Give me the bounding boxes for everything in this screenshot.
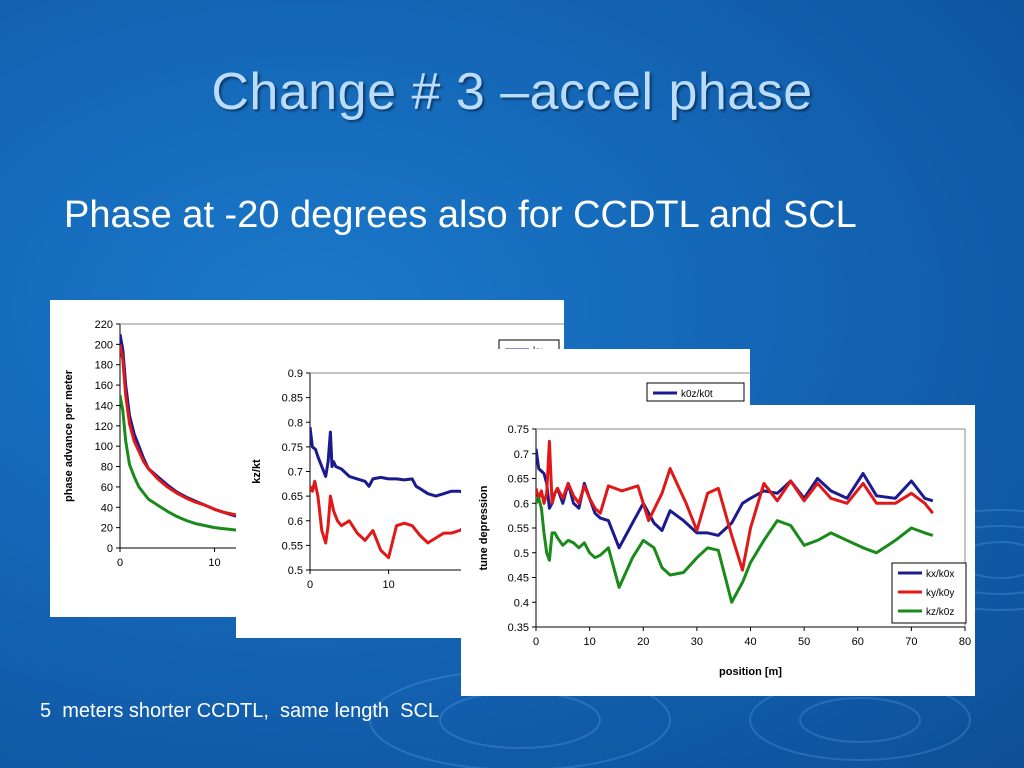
y-tick-label: 0 <box>107 543 113 555</box>
bullet-text: Phase at -20 degrees also for CCDTL and … <box>64 194 857 236</box>
y-axis-label: phase advance per meter <box>63 369 75 502</box>
legend-label: ky/k0y <box>926 588 954 599</box>
y-tick-label: 100 <box>95 441 113 453</box>
x-tick-label: 10 <box>208 557 220 569</box>
x-tick-label: 40 <box>744 636 756 648</box>
y-tick-label: 0.75 <box>282 442 303 454</box>
chart-panel-tune-depression: 0.35 0.4 0.45 0.5 0.55 0.6 0.65 0.7 0.75 0 10 20 30 4… <box>461 405 975 696</box>
y-tick-label: 0.9 <box>288 368 303 380</box>
y-tick-label: 0.7 <box>288 467 303 479</box>
y-tick-label: 0.55 <box>508 523 529 535</box>
legend-label: k0z/k0t <box>681 389 713 400</box>
y-tick-label: 160 <box>95 380 113 392</box>
tune-depression-chart: 0.35 0.4 0.45 0.5 0.55 0.6 0.65 0.7 0.75 0 10 20 30 4… <box>478 424 971 678</box>
x-tick-label: 20 <box>637 636 649 648</box>
x-tick-label: 70 <box>905 636 917 648</box>
x-tick-label: 30 <box>691 636 703 648</box>
x-tick-label: 50 <box>798 636 810 648</box>
series-line-ky-k0y <box>536 439 934 572</box>
y-tick-label: 120 <box>95 421 113 433</box>
y-tick-label: 180 <box>95 360 113 372</box>
y-tick-label: 0.4 <box>514 597 529 609</box>
y-tick-label: 0.8 <box>288 417 303 429</box>
x-tick-label: 80 <box>959 636 971 648</box>
y-tick-label: 0.45 <box>508 573 529 585</box>
x-tick-label: 10 <box>584 636 596 648</box>
y-axis-label: tune depression <box>478 485 490 570</box>
x-tick-label: 10 <box>382 579 394 591</box>
x-tick-label: 0 <box>117 557 123 569</box>
y-tick-label: 0.7 <box>514 449 529 461</box>
x-tick-label: 0 <box>533 636 539 648</box>
y-tick-label: 20 <box>101 523 113 535</box>
y-tick-label: 80 <box>101 462 113 474</box>
series-group <box>536 439 934 604</box>
y-tick-label: 0.55 <box>282 540 303 552</box>
x-axis-label: position [m] <box>719 666 782 678</box>
y-tick-label: 0.35 <box>508 622 529 634</box>
legend-box <box>646 382 745 402</box>
y-tick-label: 0.75 <box>508 424 529 436</box>
legend: kx/k0x ky/k0y kz/k0z <box>891 562 967 624</box>
y-tick-label: 140 <box>95 400 113 412</box>
slide-caption: 5 meters shorter CCDTL, same length SCL <box>40 700 440 722</box>
slide-title: Change # 3 –accel phase <box>211 63 813 121</box>
x-tick-label: 60 <box>852 636 864 648</box>
y-tick-label: 0.85 <box>282 393 303 405</box>
legend: k0z/k0t <box>646 382 745 402</box>
y-tick-label: 0.65 <box>282 491 303 503</box>
legend-label: kz/k0z <box>926 607 954 618</box>
y-tick-label: 40 <box>101 502 113 514</box>
y-tick-label: 0.65 <box>508 474 529 486</box>
y-tick-label: 0.5 <box>514 548 529 560</box>
y-tick-label: 0.6 <box>288 516 303 528</box>
series-line-kz-k0z <box>536 496 934 604</box>
y-axis-label: kz/kt <box>251 459 263 484</box>
y-tick-label: 200 <box>95 339 113 351</box>
y-tick-label: 0.5 <box>288 565 303 577</box>
x-tick-label: 0 <box>307 579 313 591</box>
legend-label: kx/k0x <box>926 569 954 580</box>
y-tick-label: 60 <box>101 482 113 494</box>
y-tick-label: 220 <box>95 319 113 331</box>
plot-area: 0.35 0.4 0.45 0.5 0.55 0.6 0.65 0.7 0.75 0 10 20 30 4… <box>478 424 971 678</box>
y-tick-label: 0.6 <box>514 498 529 510</box>
